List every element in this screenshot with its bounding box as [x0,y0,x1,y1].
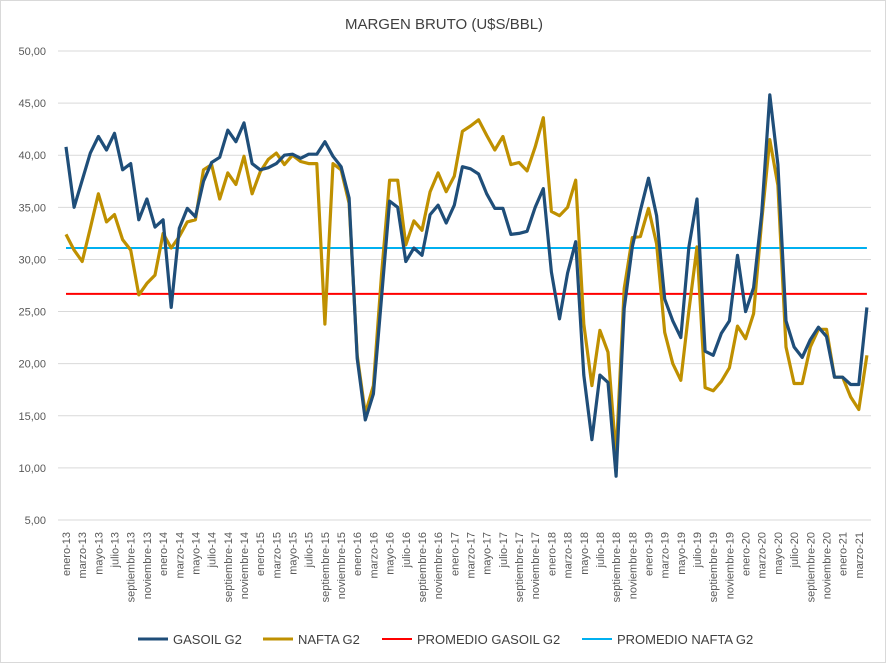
legend-item: GASOIL G2 [138,632,242,647]
x-tick-label: mayo-16 [385,532,397,575]
x-tick-label: julio-19 [692,532,704,568]
x-tick-label: septiembre-13 [126,532,138,602]
x-tick-label: mayo-19 [676,532,688,575]
y-tick-label: 40,00 [18,150,46,162]
x-tick-label: enero-21 [838,532,850,576]
y-tick-label: 20,00 [18,359,46,371]
y-tick-label: 25,00 [18,307,46,319]
y-tick-label: 45,00 [18,98,46,110]
x-tick-label: enero-16 [352,532,364,576]
x-tick-label: noviembre-20 [821,532,833,599]
legend-item: NAFTA G2 [263,632,360,647]
x-tick-label: mayo-15 [288,532,300,575]
x-tick-label: noviembre-16 [433,532,445,599]
x-tick-label: mayo-13 [93,532,105,575]
x-tick-label: marzo-14 [174,532,186,578]
x-tick-label: julio-18 [595,532,607,568]
x-tick-label: enero-13 [61,532,73,576]
x-tick-label: mayo-20 [773,532,785,575]
y-tick-label: 30,00 [18,254,46,266]
x-tick-label: marzo-19 [660,532,672,578]
gridlines [58,50,871,521]
x-tick-label: septiembre-19 [708,532,720,602]
x-tick-label: noviembre-15 [336,532,348,599]
x-tick-label: noviembre-18 [627,532,639,599]
x-tick-label: septiembre-15 [320,532,332,602]
x-tick-label: mayo-14 [190,532,202,575]
x-tick-label: marzo-17 [466,532,478,578]
x-tick-label: marzo-15 [271,532,283,578]
x-tick-label: julio-14 [207,532,219,568]
y-axis-ticks: 5,00 10,00 15,00 20,00 25,00 30,00 35,00 40,00 4… [18,46,46,527]
x-tick-label: julio-17 [498,532,510,568]
series-lines [64,93,869,478]
x-tick-label: julio-13 [110,532,122,568]
y-tick-label: 50,00 [18,46,46,58]
x-tick-label: septiembre-16 [417,532,429,602]
legend-item: PROMEDIO GASOIL G2 [382,632,560,647]
legend: GASOIL G2 NAFTA G2 PROMEDIO GASOIL G2 PROME… [138,632,753,647]
legend-label: NAFTA G2 [298,632,360,647]
y-tick-label: 15,00 [18,411,46,423]
x-tick-label: marzo-18 [563,532,575,578]
x-tick-label: mayo-18 [579,532,591,575]
x-tick-label: marzo-13 [77,532,89,578]
x-tick-label: marzo-16 [368,532,380,578]
x-tick-label: enero-14 [158,532,170,576]
x-tick-label: enero-17 [449,532,461,576]
y-tick-label: 10,00 [18,463,46,475]
x-tick-label: marzo-21 [854,532,866,578]
x-tick-label: enero-20 [741,532,753,576]
y-tick-label: 35,00 [18,202,46,214]
x-tick-label: septiembre-14 [223,532,235,602]
x-tick-label: noviembre-13 [142,532,154,599]
legend-label: PROMEDIO GASOIL G2 [417,632,560,647]
x-tick-label: septiembre-18 [611,532,623,602]
x-tick-label: septiembre-17 [514,532,526,602]
y-tick-label: 5,00 [25,515,46,527]
x-tick-label: enero-15 [255,532,267,576]
x-tick-label: julio-20 [789,532,801,568]
x-tick-label: enero-19 [643,532,655,576]
x-tick-label: julio-16 [401,532,413,568]
x-tick-label: enero-18 [546,532,558,576]
x-tick-label: marzo-20 [757,532,769,578]
x-tick-label: noviembre-19 [724,532,736,599]
x-tick-label: julio-15 [304,532,316,568]
x-tick-label: mayo-17 [482,532,494,575]
x-tick-label: noviembre-14 [239,532,251,599]
legend-item: PROMEDIO NAFTA G2 [582,632,753,647]
x-tick-label: noviembre-17 [530,532,542,599]
x-axis-ticks: enero-13 marzo-13 mayo-13 julio-13 septiembr… [61,532,866,602]
x-tick-label: septiembre-20 [805,532,817,602]
legend-label: PROMEDIO NAFTA G2 [617,632,753,647]
legend-label: GASOIL G2 [173,632,242,647]
series-line-gasoil-g2 [64,93,869,478]
chart-title: MARGEN BRUTO (U$S/BBL) [345,16,543,33]
